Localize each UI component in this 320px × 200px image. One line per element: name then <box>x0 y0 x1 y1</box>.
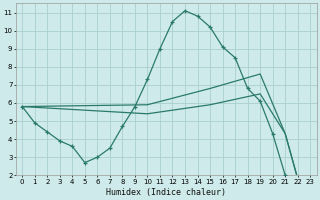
X-axis label: Humidex (Indice chaleur): Humidex (Indice chaleur) <box>106 188 226 197</box>
